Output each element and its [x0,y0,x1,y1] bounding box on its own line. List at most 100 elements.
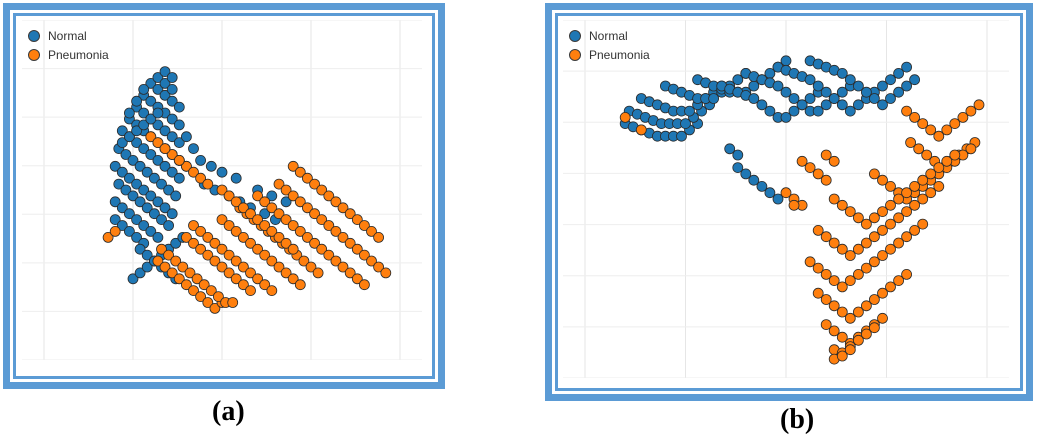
scatter-b-point-pneumonia [852,212,864,224]
scatter-b-point-pneumonia [941,124,953,136]
scatter-a-point-pneumonia [266,255,278,267]
scatter-a-point-normal [120,149,132,160]
scatter-a-point-pneumonia [245,208,256,220]
scatter-a-point-pneumonia [366,255,377,267]
scatter-b-point-pneumonia [868,322,880,334]
scatter-a-point-normal [163,184,175,196]
scatter-b-point-normal [909,74,921,86]
scatter-a-point-pneumonia [202,178,214,190]
scatter-b-point-pneumonia [812,168,824,180]
scatter-a-point-normal [156,214,167,226]
scatter-a-point-pneumonia [287,190,299,202]
scatter-b-point-pneumonia [852,306,864,318]
scatter-b-point-pneumonia [877,250,888,261]
scatter-a-point-pneumonia [273,208,285,220]
scatter-b-point-pneumonia [965,143,977,155]
legend-a-pneumonia-label: Pneumonia [48,47,109,62]
scatter-b-point-pneumonia [820,149,832,161]
scatter-a-point-pneumonia [301,202,313,214]
scatter-a-point-normal [166,166,178,178]
scatter-a-point-pneumonia [237,231,249,243]
scatter-a-point-pneumonia [159,261,171,273]
legend-b-pneumonia-label: Pneumonia [589,47,650,62]
scatter-a-point-normal [148,208,160,220]
scatter-b-point-pneumonia [828,275,840,287]
scatter-a-point-normal [259,208,271,220]
scatter-a-point-pneumonia [109,225,121,237]
scatter-b-point-pneumonia [917,174,929,186]
scatter-b-point-normal [732,149,744,161]
scatter-b-point-pneumonia [860,218,872,230]
scatter-b-point-pneumonia [905,137,917,148]
scatter-b-point-normal [740,168,752,180]
scatter-a-point-normal [166,95,178,107]
scatter-a-point-pneumonia [180,160,192,172]
scatter-a-point-normal [134,267,146,279]
scatter-b-point-pneumonia [836,281,848,293]
scatter-b-point-pneumonia [836,243,848,255]
legend-a: Normal Pneumonia [28,26,109,64]
scatter-b-point-normal [893,86,905,98]
scatter-a-point-pneumonia [294,225,306,237]
legend-b-normal-swatch [569,29,581,42]
scatter-b-point-pneumonia [804,256,816,268]
scatter-a-point-pneumonia [280,237,292,249]
scatter-a-point-pneumonia [177,261,189,273]
scatter-a-point-pneumonia [152,255,164,267]
scatter-b-point-pneumonia [868,256,880,268]
legend-a-normal-label: Normal [48,28,87,43]
scatter-a-point-normal [124,208,135,220]
scatter-b [563,20,1009,378]
scatter-b-point-normal [885,93,896,104]
scatter-a-point-normal [145,113,157,125]
scatter-b-point-normal [828,93,840,104]
scatter-a-point-pneumonia [180,231,192,243]
scatter-b-point-pneumonia [949,118,961,129]
scatter-b-point-pneumonia [933,162,945,174]
scatter-b-point-normal [732,162,744,174]
scatter-b-point-pneumonia [820,174,832,186]
scatter-b-point-pneumonia [820,268,832,280]
scatter-a-point-normal [138,107,150,119]
scatter-a-point-pneumonia [230,196,242,208]
scatter-a-point-pneumonia [309,178,321,190]
scatter-b-point-normal [820,86,832,98]
scatter-a-point-normal [145,78,157,89]
scatter-a-point-pneumonia [358,249,370,261]
scatter-b-point-normal [901,80,913,92]
scatter-a-point-pneumonia [216,261,228,273]
scatter-b-point-pneumonia [877,174,888,186]
scatter-a-point-pneumonia [305,261,317,273]
scatter-b-point-pneumonia [780,187,792,199]
scatter-a-point-pneumonia [344,267,356,279]
scatter-a-point-normal [166,113,178,125]
scatter-b-point-pneumonia [965,105,977,117]
scatter-a-point-normal [116,220,128,231]
scatter-a-point-pneumonia [180,279,192,291]
scatter-a-point-pneumonia [344,208,356,220]
scatter-b-point-normal [852,80,864,92]
scatter-b-point-pneumonia [933,130,945,142]
scatter-a-point-pneumonia [301,172,313,184]
scatter-b-point-pneumonia [844,275,856,287]
scatter-a-point-pneumonia [287,243,299,255]
scatter-a-point-pneumonia [316,243,328,255]
scatter-b-point-normal [844,74,856,86]
scatter-a-point-pneumonia [195,225,207,237]
scatter-a-point-pneumonia [312,267,324,279]
scatter-b-point-normal [885,74,896,86]
scatter-b-point-pneumonia [933,180,945,192]
scatter-b-point-pneumonia [812,224,824,236]
scatter-b-point-normal [788,93,800,104]
scatter-a-point-pneumonia [294,196,306,208]
scatter-b-point-pneumonia [852,268,864,280]
scatter-a-point-pneumonia [223,220,235,231]
scatter-a-point-pneumonia [330,225,342,237]
scatter-b-point-pneumonia [828,193,840,205]
scatter-a-point-normal [116,166,128,178]
scatter-a-point-pneumonia [202,297,214,308]
scatter-a-point-pneumonia [351,243,363,255]
scatter-a-point-pneumonia [337,231,349,243]
scatter-a-point-normal [152,196,164,208]
scatter-a-point-pneumonia [216,243,228,255]
